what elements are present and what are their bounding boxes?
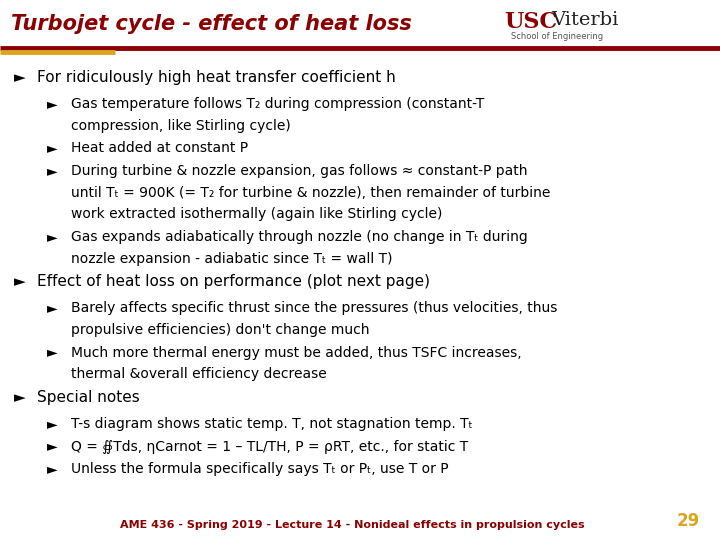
Text: nozzle expansion - adiabatic since Tₜ = wall T): nozzle expansion - adiabatic since Tₜ = …: [71, 252, 392, 266]
Text: School of Engineering: School of Engineering: [511, 32, 603, 42]
Text: compression, like Stirling cycle): compression, like Stirling cycle): [71, 119, 290, 133]
Text: Special notes: Special notes: [37, 390, 140, 405]
Text: Heat added at constant P: Heat added at constant P: [71, 141, 248, 156]
Text: propulsive efficiencies) don't change much: propulsive efficiencies) don't change mu…: [71, 323, 369, 337]
Text: USC: USC: [504, 11, 557, 33]
Text: Turbojet cycle - effect of heat loss: Turbojet cycle - effect of heat loss: [11, 14, 412, 33]
Text: T-s diagram shows static temp. T, not stagnation temp. Tₜ: T-s diagram shows static temp. T, not st…: [71, 417, 472, 431]
Text: 29: 29: [677, 512, 700, 530]
Text: ►: ►: [47, 141, 58, 156]
Text: Barely affects specific thrust since the pressures (thus velocities, thus: Barely affects specific thrust since the…: [71, 301, 557, 315]
Text: ►: ►: [47, 164, 58, 178]
Text: ►: ►: [14, 274, 26, 289]
Text: Unless the formula specifically says Tₜ or Pₜ, use T or P: Unless the formula specifically says Tₜ …: [71, 462, 448, 476]
Text: ►: ►: [14, 390, 26, 405]
Text: ►: ►: [47, 230, 58, 244]
Text: Q = ∯Tds, ηCarnot = 1 – TL/TH, P = ρRT, etc., for static T: Q = ∯Tds, ηCarnot = 1 – TL/TH, P = ρRT, …: [71, 440, 468, 454]
Text: Viterbi: Viterbi: [551, 11, 618, 29]
Text: For ridiculously high heat transfer coefficient h: For ridiculously high heat transfer coef…: [37, 70, 396, 85]
Text: ►: ►: [47, 462, 58, 476]
Text: Effect of heat loss on performance (plot next page): Effect of heat loss on performance (plot…: [37, 274, 431, 289]
Text: During turbine & nozzle expansion, gas follows ≈ constant-P path: During turbine & nozzle expansion, gas f…: [71, 164, 527, 178]
Text: AME 436 - Spring 2019 - Lecture 14 - Nonideal effects in propulsion cycles: AME 436 - Spring 2019 - Lecture 14 - Non…: [120, 520, 585, 530]
Text: thermal &overall efficiency decrease: thermal &overall efficiency decrease: [71, 367, 326, 381]
Text: Gas expands adiabatically through nozzle (no change in Tₜ during: Gas expands adiabatically through nozzle…: [71, 230, 527, 244]
Text: ►: ►: [47, 97, 58, 111]
Text: work extracted isothermally (again like Stirling cycle): work extracted isothermally (again like …: [71, 207, 442, 221]
Text: Gas temperature follows T₂ during compression (constant-T: Gas temperature follows T₂ during compre…: [71, 97, 484, 111]
Text: ►: ►: [47, 301, 58, 315]
Text: Much more thermal energy must be added, thus TSFC increases,: Much more thermal energy must be added, …: [71, 346, 521, 360]
Text: ►: ►: [47, 346, 58, 360]
Text: ►: ►: [14, 70, 26, 85]
Text: until Tₜ = 900K (= T₂ for turbine & nozzle), then remainder of turbine: until Tₜ = 900K (= T₂ for turbine & nozz…: [71, 186, 550, 200]
Text: ►: ►: [47, 440, 58, 454]
Text: ►: ►: [47, 417, 58, 431]
